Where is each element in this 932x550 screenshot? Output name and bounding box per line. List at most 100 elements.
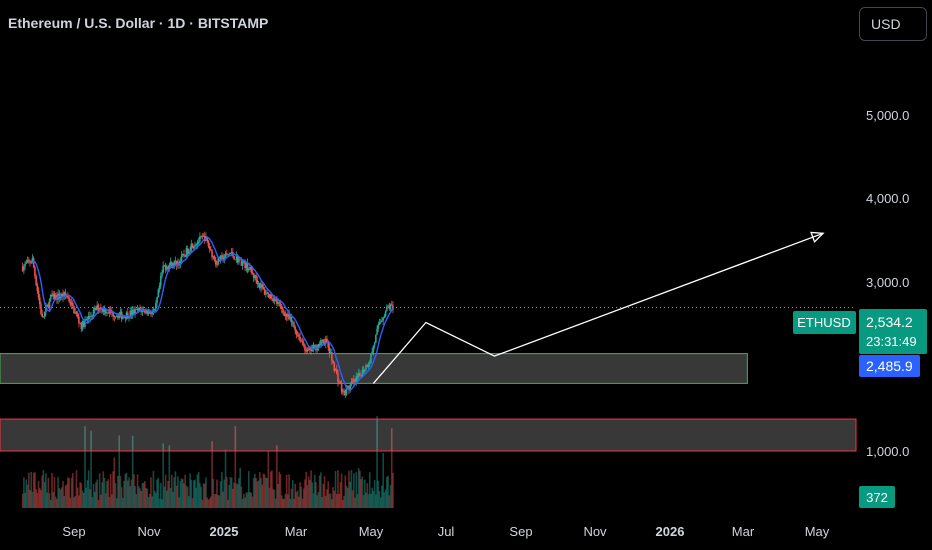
volume-bar: [95, 482, 97, 508]
volume-bar: [81, 490, 84, 508]
candle-body: [332, 360, 334, 364]
candle-body: [197, 241, 200, 243]
candle-body: [300, 340, 303, 342]
volume-bar: [169, 487, 172, 508]
candle-body: [150, 313, 152, 315]
zone-support[interactable]: [0, 353, 748, 384]
time-tick: May: [359, 524, 384, 539]
candle-body: [123, 316, 125, 318]
volume-bar: [49, 499, 52, 508]
candle-body: [168, 264, 171, 269]
time-tick: Nov: [137, 524, 161, 539]
candle-body: [301, 340, 304, 344]
volume-value: 372: [866, 490, 888, 505]
candle-body: [296, 334, 299, 336]
candle-body: [185, 248, 188, 257]
volume-bar: [35, 489, 37, 508]
volume-bar: [152, 470, 155, 508]
volume-bar: [194, 479, 196, 508]
volume-bar: [290, 488, 293, 508]
zone-lower[interactable]: [0, 418, 857, 452]
volume-bar: [65, 484, 68, 508]
volume-bar: [337, 470, 339, 508]
volume-bar: [392, 472, 394, 508]
volume-bar: [48, 492, 51, 508]
candle-body: [322, 339, 325, 343]
projection-path[interactable]: [372, 232, 824, 384]
volume-bar: [129, 486, 132, 508]
volume-bar: [84, 426, 86, 508]
moving-average-badge: [859, 355, 920, 377]
candle-body: [181, 254, 184, 256]
volume-bar: [355, 472, 358, 508]
volume-bar: [262, 473, 265, 508]
volume-bar: [289, 498, 292, 508]
volume-bar: [326, 489, 328, 508]
volume-bar: [375, 494, 377, 508]
volume-bar: [332, 487, 334, 508]
volume-bar: [68, 478, 70, 508]
candle-body: [122, 316, 124, 319]
candle-body: [208, 246, 211, 249]
candle-body: [267, 292, 270, 298]
volume-bar: [71, 473, 74, 508]
candle-body: [46, 304, 48, 307]
candle-body: [71, 302, 74, 306]
volume-bar: [108, 496, 111, 508]
candle-body: [52, 293, 55, 297]
candle-body: [107, 312, 110, 314]
candle-body: [388, 305, 391, 309]
candle-body: [382, 317, 384, 321]
volume-bar: [26, 484, 29, 508]
time-tick: May: [805, 524, 830, 539]
volume-bar: [42, 470, 45, 508]
candle-body: [360, 375, 362, 377]
candle-body: [183, 254, 185, 256]
volume-bar: [272, 488, 274, 508]
volume-bar: [223, 479, 226, 508]
volume-bar: [251, 496, 254, 508]
candle-body: [130, 310, 133, 315]
candle-body: [98, 307, 101, 310]
volume-bar: [333, 490, 336, 508]
volume-bar: [167, 480, 169, 508]
volume-bar: [63, 495, 66, 508]
volume-bar: [91, 496, 94, 508]
volume-bar: [219, 481, 222, 508]
volume-bar: [386, 476, 388, 508]
candle-body: [166, 267, 168, 270]
volume-bar: [128, 477, 130, 508]
candle-body: [190, 243, 193, 251]
volume-bar: [323, 476, 326, 508]
candle-body: [196, 242, 199, 245]
candle-body: [68, 297, 70, 302]
volume-bar: [304, 479, 306, 508]
candle-body: [124, 316, 127, 319]
candle-body: [167, 267, 169, 269]
candle-body: [78, 316, 80, 323]
candle-body: [40, 304, 42, 314]
volume-bar: [208, 498, 211, 508]
volume-bar: [240, 486, 243, 508]
volume-bar: [236, 484, 239, 508]
time-tick: Nov: [583, 524, 607, 539]
candle-body: [92, 309, 95, 316]
volume-bar: [163, 486, 166, 508]
volume-bar: [170, 474, 173, 508]
volume-bar: [181, 479, 184, 508]
currency-button[interactable]: USD: [859, 7, 927, 41]
volume-bar: [278, 471, 281, 508]
volume-bar: [155, 492, 157, 508]
candle-body: [390, 304, 393, 306]
candle-body: [230, 251, 233, 254]
candle-body: [59, 296, 62, 299]
volume-bar: [189, 473, 191, 508]
candle-body: [31, 258, 34, 263]
candle-body: [91, 315, 94, 317]
candle-body: [299, 336, 301, 342]
volume-bar: [265, 477, 267, 508]
candle-body: [164, 265, 167, 270]
volume-bar: [159, 482, 162, 508]
candle-body: [200, 236, 202, 238]
